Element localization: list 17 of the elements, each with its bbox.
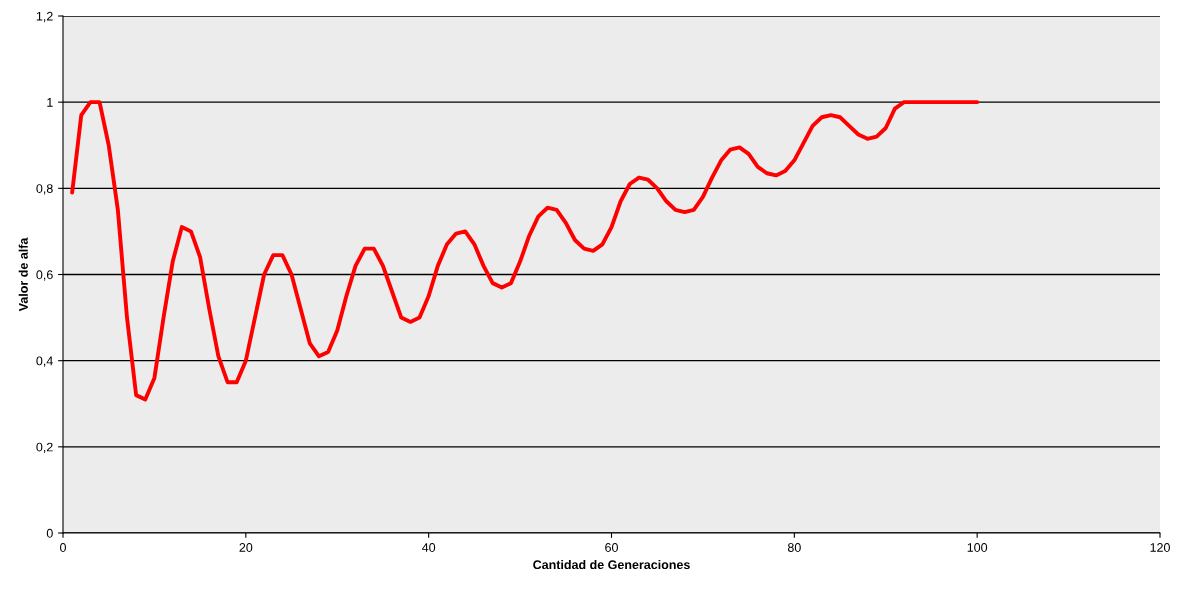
x-tick-label: 40: [422, 543, 436, 552]
x-tick-label: 60: [605, 543, 618, 552]
y-tick-label: 1,2: [36, 11, 53, 23]
y-tick-label: 0: [46, 528, 53, 538]
x-tick-label: 100: [967, 543, 988, 552]
x-tick-label: 0: [60, 543, 66, 552]
x-tick-label: 120: [1150, 543, 1170, 552]
y-tick-label: 0,6: [36, 270, 53, 281]
y-tick-label: 0,8: [36, 184, 53, 195]
y-axis-title: Valor de alfa: [18, 237, 28, 312]
x-tick-label: 20: [239, 543, 253, 552]
y-tick-label: 0,2: [36, 442, 53, 453]
y-tick-label: 1: [47, 98, 53, 107]
x-tick-label: 80: [787, 543, 801, 552]
x-axis-title: Cantidad de Generaciones: [533, 559, 690, 570]
y-tick-label: 0,4: [36, 356, 53, 367]
line-series: [70, 100, 980, 402]
